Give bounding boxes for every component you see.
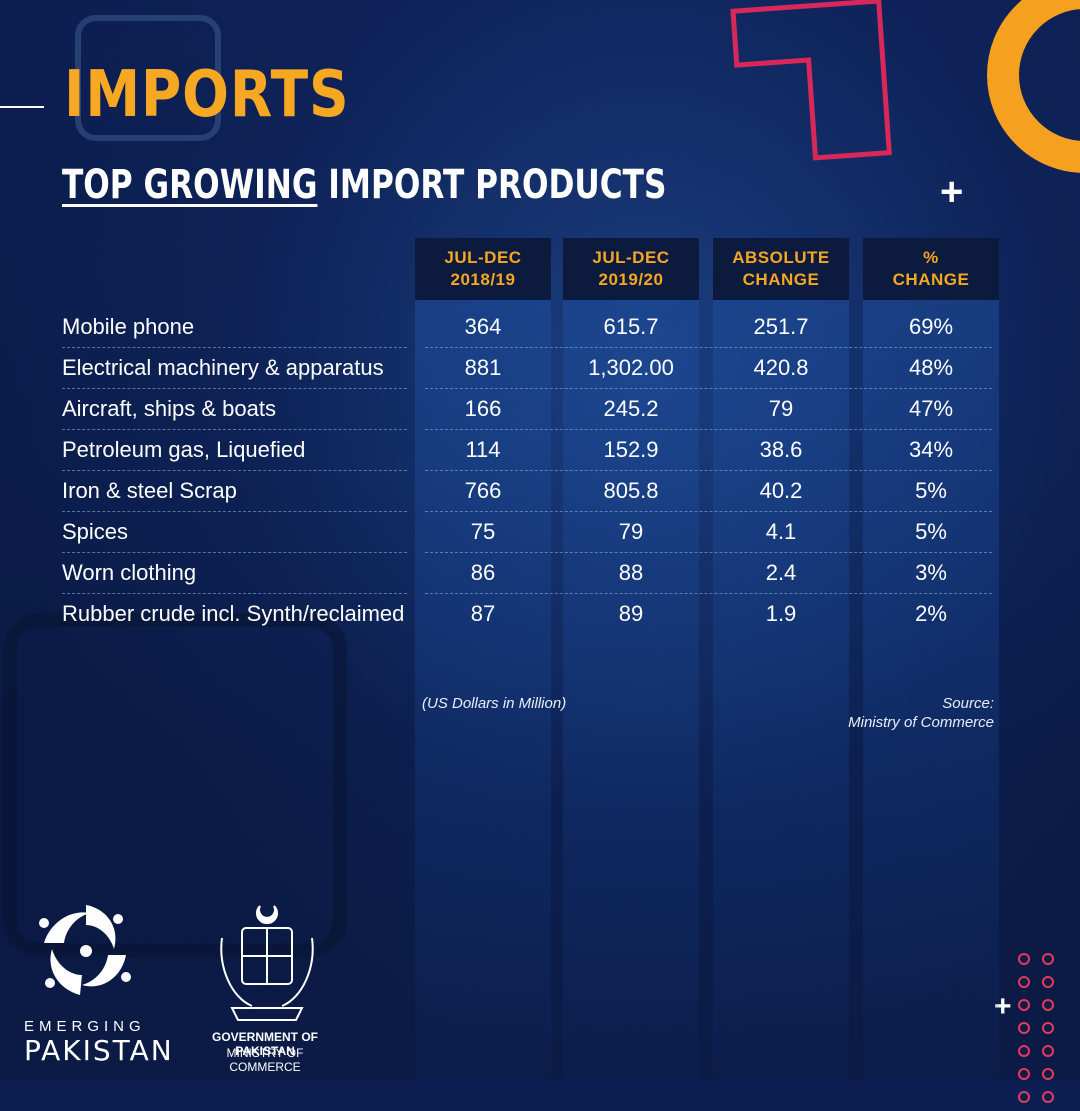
gov-line2: MINISTRY OF COMMERCE (226, 1046, 304, 1074)
cell-value: 79 (618, 519, 644, 544)
row-separator (62, 429, 407, 430)
row-label: Petroleum gas, Liquefied (62, 437, 306, 462)
column-band (713, 238, 849, 1080)
column-band (415, 238, 551, 1080)
row-label: Rubber crude incl. Synth/reclaimed (62, 601, 405, 626)
page-title: IMPORTS (64, 58, 350, 132)
cell-value: 38.6 (759, 437, 803, 462)
cell-value: 114 (465, 437, 501, 462)
row-separator (425, 388, 992, 389)
column-band (863, 238, 999, 1080)
row-separator (425, 429, 992, 430)
brand-top: EMERGING (24, 1018, 146, 1035)
cell-value: 69% (908, 314, 954, 339)
subtitle-rest: IMPORT PRODUCTS (317, 162, 667, 208)
cell-value: 364 (464, 314, 502, 339)
row-label: Mobile phone (62, 314, 195, 339)
cell-value: 2% (915, 601, 947, 626)
cell-value: 75 (470, 519, 496, 544)
row-separator (425, 552, 992, 553)
row-separator (62, 593, 407, 594)
row-separator (62, 511, 407, 512)
gov-line1: GOVERNMENT OF PAKISTAN (211, 1030, 318, 1058)
cell-value: 420.8 (753, 355, 809, 380)
column-band (563, 238, 699, 1080)
table-row: Iron & steel Scrap 766 805.8 40.2 5% (62, 472, 992, 513)
cell-value: 5% (915, 519, 947, 544)
cell-value: 88 (618, 560, 644, 585)
source-name: Ministry of Commerce (848, 714, 994, 731)
row-separator (62, 388, 407, 389)
cell-value: 5% (915, 478, 947, 503)
government-seal-logo (220, 905, 314, 1021)
row-separator (425, 470, 992, 471)
row-separator (425, 511, 992, 512)
cell-value: 2.4 (765, 560, 797, 585)
cell-value: 86 (470, 560, 496, 585)
row-separator (62, 552, 407, 553)
row-label: Iron & steel Scrap (62, 478, 237, 503)
cell-value: 47% (908, 396, 954, 421)
column-header: % CHANGE (863, 238, 999, 300)
table-row: Rubber crude incl. Synth/reclaimed 87 89 1.… (62, 595, 992, 636)
cell-value: 251.7 (753, 314, 809, 339)
subtitle-underlined: TOP GROWING (62, 162, 318, 208)
row-separator (425, 593, 992, 594)
cell-value: 166 (464, 396, 502, 421)
cell-value: 4.1 (765, 519, 797, 544)
cell-value: 34% (908, 437, 954, 462)
decorative-shapes (3, 0, 1080, 957)
brand-bottom: PAKISTAN (24, 1034, 174, 1067)
row-label: Spices (62, 519, 129, 544)
cell-value: 881 (464, 355, 502, 380)
table-row: Aircraft, ships & boats 166 245.2 79 47% (62, 390, 992, 431)
cell-value: 805.8 (603, 478, 659, 503)
cell-value: 89 (618, 601, 644, 626)
page-subtitle: TOP GROWING IMPORT PRODUCTS (62, 162, 666, 208)
row-label: Worn clothing (62, 560, 197, 585)
table-row: Mobile phone 364 615.7 251.7 69% (62, 308, 992, 349)
dots-pattern (1012, 950, 1062, 1111)
cell-value: 87 (470, 601, 496, 626)
cell-value: 3% (915, 560, 947, 585)
cell-value: 1,302.00 (588, 355, 674, 380)
cell-value: 245.2 (603, 396, 659, 421)
source-label: Source: (942, 695, 994, 712)
cell-value: 152.9 (603, 437, 659, 462)
cell-value: 79 (768, 396, 794, 421)
row-label: Aircraft, ships & boats (62, 396, 276, 421)
cell-value: 615.7 (603, 314, 659, 339)
cell-value: 40.2 (759, 478, 803, 503)
row-label: Electrical machinery & apparatus (62, 355, 384, 380)
column-header: JUL-DEC 2018/19 (415, 238, 551, 300)
row-separator (62, 470, 407, 471)
plus-icon: + (940, 170, 964, 214)
cell-value: 48% (908, 355, 954, 380)
table-row: Petroleum gas, Liquefied 114 152.9 38.6 34% (62, 431, 992, 472)
table-row: Worn clothing 86 88 2.4 3% (62, 554, 992, 595)
crescent-star-logo (39, 905, 131, 995)
table-row: Spices 75 79 4.1 5% (62, 513, 992, 554)
cell-value: 1.9 (765, 601, 797, 626)
row-separator (62, 347, 407, 348)
table-row: Electrical machinery & apparatus 881 1,302… (62, 349, 992, 390)
row-separator (425, 347, 992, 348)
column-header: ABSOLUTE CHANGE (713, 238, 849, 300)
units-note: (US Dollars in Million) (422, 695, 567, 712)
accent-line (0, 106, 44, 108)
column-header: JUL-DEC 2019/20 (563, 238, 699, 300)
cell-value: 766 (464, 478, 502, 503)
